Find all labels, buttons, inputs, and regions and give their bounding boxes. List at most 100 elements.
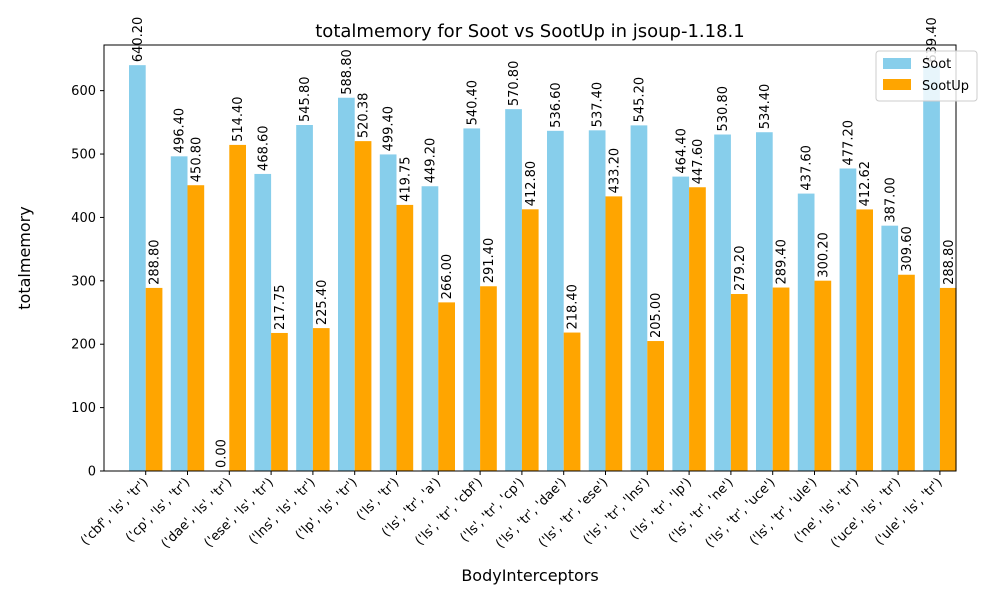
data-label-sootup: 266.00	[440, 254, 455, 300]
data-label-soot: 437.60	[800, 145, 815, 191]
bar-soot	[170, 156, 188, 471]
bar-sootup	[563, 332, 581, 471]
bar-soot	[338, 97, 355, 472]
data-label-soot: 0.00	[214, 439, 229, 468]
bar-sootup	[354, 141, 372, 471]
bar-sootup	[730, 294, 748, 471]
data-label-sootup: 412.80	[524, 161, 539, 207]
data-label-sootup: 514.40	[231, 96, 246, 142]
bar-sootup	[438, 302, 455, 472]
bar-sootup	[898, 274, 915, 471]
bar-soot	[923, 65, 940, 472]
bar-soot	[129, 65, 146, 471]
bar-soot	[714, 134, 731, 471]
data-label-soot: 537.40	[591, 82, 606, 128]
data-labels-layer: 640.20 496.40 0.00 468.60 545.80 588.80 499.40…	[131, 17, 957, 468]
bar-soot	[547, 130, 564, 471]
data-label-soot: 540.40	[465, 80, 480, 126]
data-label-soot: 530.80	[716, 86, 731, 132]
bar-sootup	[689, 187, 706, 471]
bar-soot	[463, 128, 481, 471]
data-label-sootup: 225.40	[315, 280, 330, 326]
bar-soot	[672, 176, 690, 471]
data-label-soot: 468.60	[256, 125, 271, 171]
legend-swatch-sootup	[883, 79, 911, 90]
bars-layer	[129, 65, 957, 472]
bar-sootup	[187, 185, 205, 471]
x-axis: ('cbf', 'ls', 'tr')('cp', 'ls', 'tr')('d…	[78, 471, 946, 552]
bar-soot	[756, 132, 773, 472]
data-label-soot: 640.20	[131, 17, 146, 63]
bar-soot	[254, 173, 272, 471]
data-label-sootup: 300.20	[816, 232, 831, 278]
legend-label-soot: Soot	[922, 57, 951, 72]
x-axis-label: BodyInterceptors	[461, 566, 598, 585]
data-label-sootup: 218.40	[566, 284, 581, 330]
y-tick-label: 100	[71, 401, 96, 416]
data-label-soot: 387.00	[883, 177, 898, 223]
data-label-sootup: 520.38	[357, 93, 372, 139]
legend-swatch-soot	[883, 58, 911, 69]
data-label-soot: 534.40	[758, 84, 773, 130]
bar-soot	[296, 125, 313, 471]
data-label-soot: 536.60	[549, 82, 564, 128]
data-label-sootup: 291.40	[482, 238, 497, 284]
data-label-sootup: 288.80	[942, 239, 957, 285]
bar-soot	[839, 168, 857, 472]
bar-sootup	[480, 286, 497, 471]
data-label-sootup: 412.62	[858, 161, 873, 207]
data-label-soot: 588.80	[340, 49, 355, 95]
data-label-sootup: 309.60	[900, 226, 915, 272]
bar-soot	[797, 193, 815, 471]
data-label-soot: 464.40	[674, 128, 689, 174]
bar-sootup	[856, 209, 873, 471]
data-label-soot: 496.40	[173, 108, 188, 154]
bar-soot	[881, 225, 899, 471]
bar-sootup	[772, 287, 790, 471]
data-label-soot: 477.20	[841, 120, 856, 166]
bar-soot	[379, 154, 397, 472]
bar-soot	[505, 109, 522, 472]
bar-sootup	[271, 332, 288, 471]
data-label-sootup: 288.80	[148, 239, 163, 285]
data-label-soot: 545.80	[298, 77, 313, 123]
y-tick-label: 200	[71, 338, 96, 353]
bar-sootup	[396, 204, 414, 471]
data-label-soot: 449.20	[423, 138, 438, 184]
y-tick-label: 400	[71, 211, 96, 226]
data-label-sootup: 217.75	[273, 284, 288, 330]
plot-frame	[103, 44, 957, 472]
bar-sootup	[605, 196, 623, 471]
legend-label-sootup: SootUp	[922, 79, 969, 94]
bar-soot	[630, 125, 648, 471]
bar-sootup	[521, 209, 539, 471]
legend: Soot SootUp	[875, 50, 978, 102]
bar-sootup	[145, 287, 163, 471]
y-tick-label: 500	[71, 148, 96, 163]
bar-soot	[421, 186, 439, 472]
bar-soot	[588, 130, 606, 471]
bar-sootup	[939, 287, 957, 471]
data-label-sootup: 419.75	[398, 156, 413, 202]
data-label-soot: 545.20	[632, 77, 647, 123]
y-tick-label: 300	[71, 274, 96, 289]
data-label-sootup: 289.40	[775, 239, 790, 285]
data-label-sootup: 279.20	[733, 246, 748, 292]
data-label-sootup: 450.80	[189, 137, 204, 183]
data-label-sootup: 205.00	[649, 293, 664, 339]
data-label-sootup: 447.60	[691, 139, 706, 185]
bar-sootup	[229, 144, 246, 471]
y-tick-label: 600	[71, 84, 96, 99]
bar-sootup	[647, 341, 664, 471]
y-tick-label: 0	[88, 465, 96, 480]
chart-title: totalmemory for Soot vs SootUp in jsoup-…	[315, 21, 744, 42]
y-axis: 0 100 200 300 400 500 600	[71, 84, 104, 480]
bar-sootup	[312, 328, 330, 471]
data-label-soot: 570.80	[507, 61, 522, 107]
data-label-soot: 499.40	[382, 106, 397, 152]
y-axis-label: totalmemory	[15, 206, 34, 309]
bar-sootup	[814, 280, 832, 471]
data-label-sootup: 433.20	[607, 148, 622, 194]
